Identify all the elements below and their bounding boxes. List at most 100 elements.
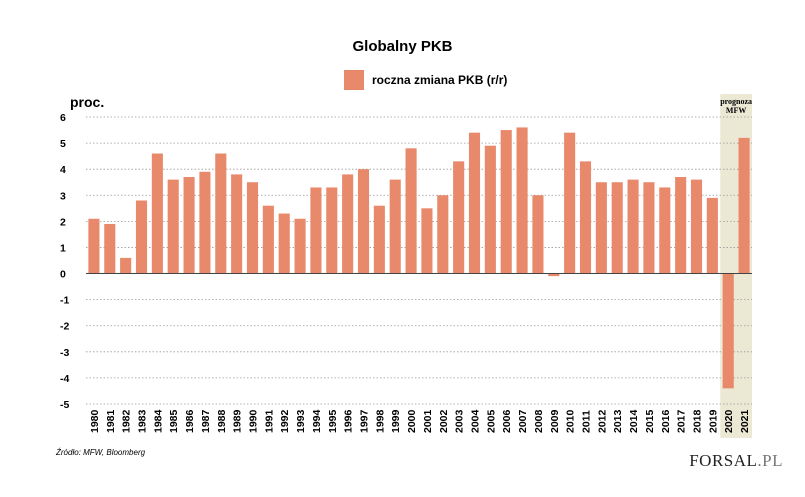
- x-tick-label: 1996: [343, 409, 355, 433]
- x-tick-label: 2010: [565, 409, 577, 433]
- y-tick-label: -5: [60, 399, 69, 411]
- x-tick-label: 1994: [311, 409, 323, 433]
- bar: [357, 169, 370, 274]
- y-tick-label: -3: [60, 347, 69, 359]
- y-tick-label: -2: [60, 321, 69, 333]
- bar: [595, 182, 607, 274]
- bar: [104, 223, 116, 274]
- legend: roczna zmiana PKB (r/r): [344, 70, 507, 90]
- x-tick-label: 2005: [485, 409, 497, 433]
- bar: [326, 187, 338, 274]
- x-tick-label: 1986: [184, 409, 196, 433]
- x-tick-label: 2020: [723, 409, 735, 433]
- x-tick-label: 2019: [707, 409, 719, 433]
- bar: [405, 148, 417, 274]
- bar: [246, 182, 259, 274]
- x-tick-label: 2013: [612, 409, 624, 433]
- bar: [453, 161, 465, 274]
- y-tick-label: 2: [60, 216, 66, 228]
- bar: [199, 171, 211, 274]
- x-tick-label: 1987: [200, 409, 212, 433]
- x-tick-label: 1983: [137, 409, 149, 433]
- forecast-label: prognoza: [720, 97, 752, 106]
- x-tick-label: 2009: [549, 409, 561, 433]
- bar: [389, 179, 401, 274]
- x-tick-label: 2008: [533, 409, 545, 433]
- bar: [659, 187, 671, 274]
- forsal-logo[interactable]: FORSAL.PL: [689, 451, 783, 471]
- bar: [579, 161, 592, 274]
- bar: [373, 205, 385, 274]
- y-tick-label: -1: [60, 295, 69, 307]
- y-tick-label: 6: [60, 112, 66, 124]
- x-tick-label: 1985: [168, 409, 180, 433]
- x-tick-label: 2015: [644, 409, 656, 433]
- y-axis-unit: proc.: [70, 94, 105, 110]
- y-tick-label: 0: [60, 269, 66, 281]
- x-tick-label: 2002: [438, 409, 450, 433]
- x-tick-label: 1990: [248, 409, 260, 433]
- bar: [690, 179, 703, 274]
- x-tick-label: 2006: [501, 409, 513, 433]
- x-tick-label: 2016: [660, 409, 672, 433]
- bar: [167, 179, 179, 274]
- x-tick-label: 1982: [121, 409, 133, 433]
- x-tick-label: 1993: [295, 409, 307, 433]
- logo-main: FORSAL: [689, 451, 758, 470]
- bar: [532, 195, 544, 274]
- x-tick-label: 2018: [692, 409, 704, 433]
- x-tick-label: 1998: [374, 409, 386, 433]
- x-tick-label: 1981: [105, 409, 117, 433]
- x-tick-label: 2014: [628, 409, 640, 433]
- bar: [294, 218, 306, 274]
- y-tick-label: 4: [60, 164, 66, 176]
- bar: [548, 273, 560, 277]
- bar: [722, 273, 734, 389]
- bar: [627, 179, 639, 274]
- x-tick-label: 2001: [422, 409, 434, 433]
- bar: [516, 127, 528, 274]
- y-tick-label: 5: [60, 138, 66, 150]
- x-tick-label: 1999: [390, 409, 402, 433]
- bar: [738, 137, 750, 274]
- bar: [484, 145, 496, 274]
- legend-label: roczna zmiana PKB (r/r): [372, 73, 508, 87]
- y-tick-label: 3: [60, 190, 66, 202]
- bar: [500, 130, 512, 274]
- forecast-label: MFW: [726, 106, 746, 115]
- x-tick-label: 2011: [581, 410, 593, 433]
- x-tick-label: 1988: [216, 409, 228, 433]
- bar: [310, 187, 322, 274]
- x-tick-label: 1991: [263, 409, 275, 433]
- x-tick-label: 2000: [406, 409, 418, 433]
- bar: [706, 197, 718, 274]
- x-tick-label: 2017: [676, 409, 688, 433]
- x-tick-label: 1980: [89, 409, 101, 433]
- bar: [675, 177, 687, 274]
- bar: [151, 153, 163, 274]
- bar: [278, 213, 290, 274]
- y-tick-label: 1: [60, 242, 66, 254]
- bar: [231, 174, 243, 274]
- bar: [215, 153, 227, 274]
- legend-swatch: [344, 70, 364, 90]
- logo-suffix: .PL: [757, 451, 783, 470]
- y-tick-label: -4: [60, 373, 69, 385]
- bar: [564, 132, 576, 274]
- x-tick-label: 2021: [739, 409, 751, 433]
- bar: [120, 257, 132, 274]
- x-tick-label: 1995: [327, 409, 339, 433]
- x-tick-label: 1997: [359, 409, 371, 433]
- bar: [262, 205, 274, 274]
- x-tick-label: 2004: [470, 409, 482, 433]
- bar: [468, 132, 481, 274]
- bar: [183, 177, 195, 274]
- bar: [437, 195, 449, 274]
- bar: [135, 200, 148, 274]
- bar: [342, 174, 354, 274]
- x-tick-label: 2003: [454, 409, 466, 433]
- bar: [643, 182, 655, 274]
- x-tick-label: 2012: [596, 409, 608, 433]
- x-tick-label: 1984: [152, 409, 164, 433]
